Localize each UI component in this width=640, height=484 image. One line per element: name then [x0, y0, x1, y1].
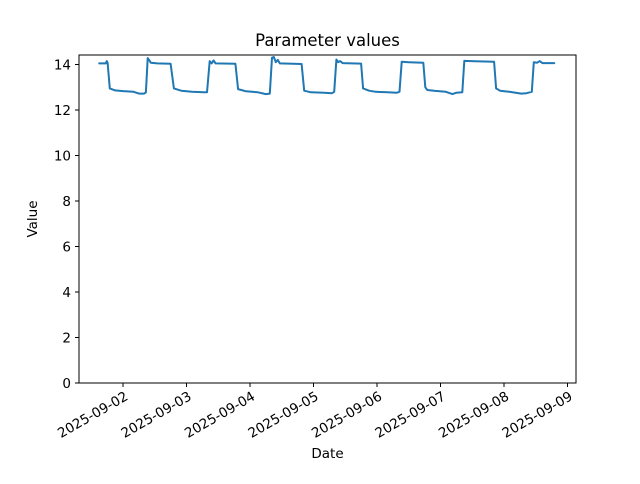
x-axis-label: Date: [311, 446, 343, 462]
y-axis-label: Value: [25, 200, 41, 237]
data-series-layer: [98, 56, 556, 96]
y-tick-label: 6: [62, 239, 71, 255]
chart-title: Parameter values: [255, 31, 400, 50]
y-tick-label: 8: [62, 194, 71, 210]
parameter-values-series-line: [98, 56, 556, 96]
plot-area-spines: [78, 54, 577, 384]
y-tick-label: 10: [54, 148, 71, 164]
y-tick-label: 14: [54, 57, 71, 73]
y-tick-label: 0: [62, 376, 71, 392]
y-tick-label: 2: [62, 330, 71, 346]
y-tick-label: 4: [62, 285, 71, 301]
y-tick-label: 12: [54, 103, 71, 119]
